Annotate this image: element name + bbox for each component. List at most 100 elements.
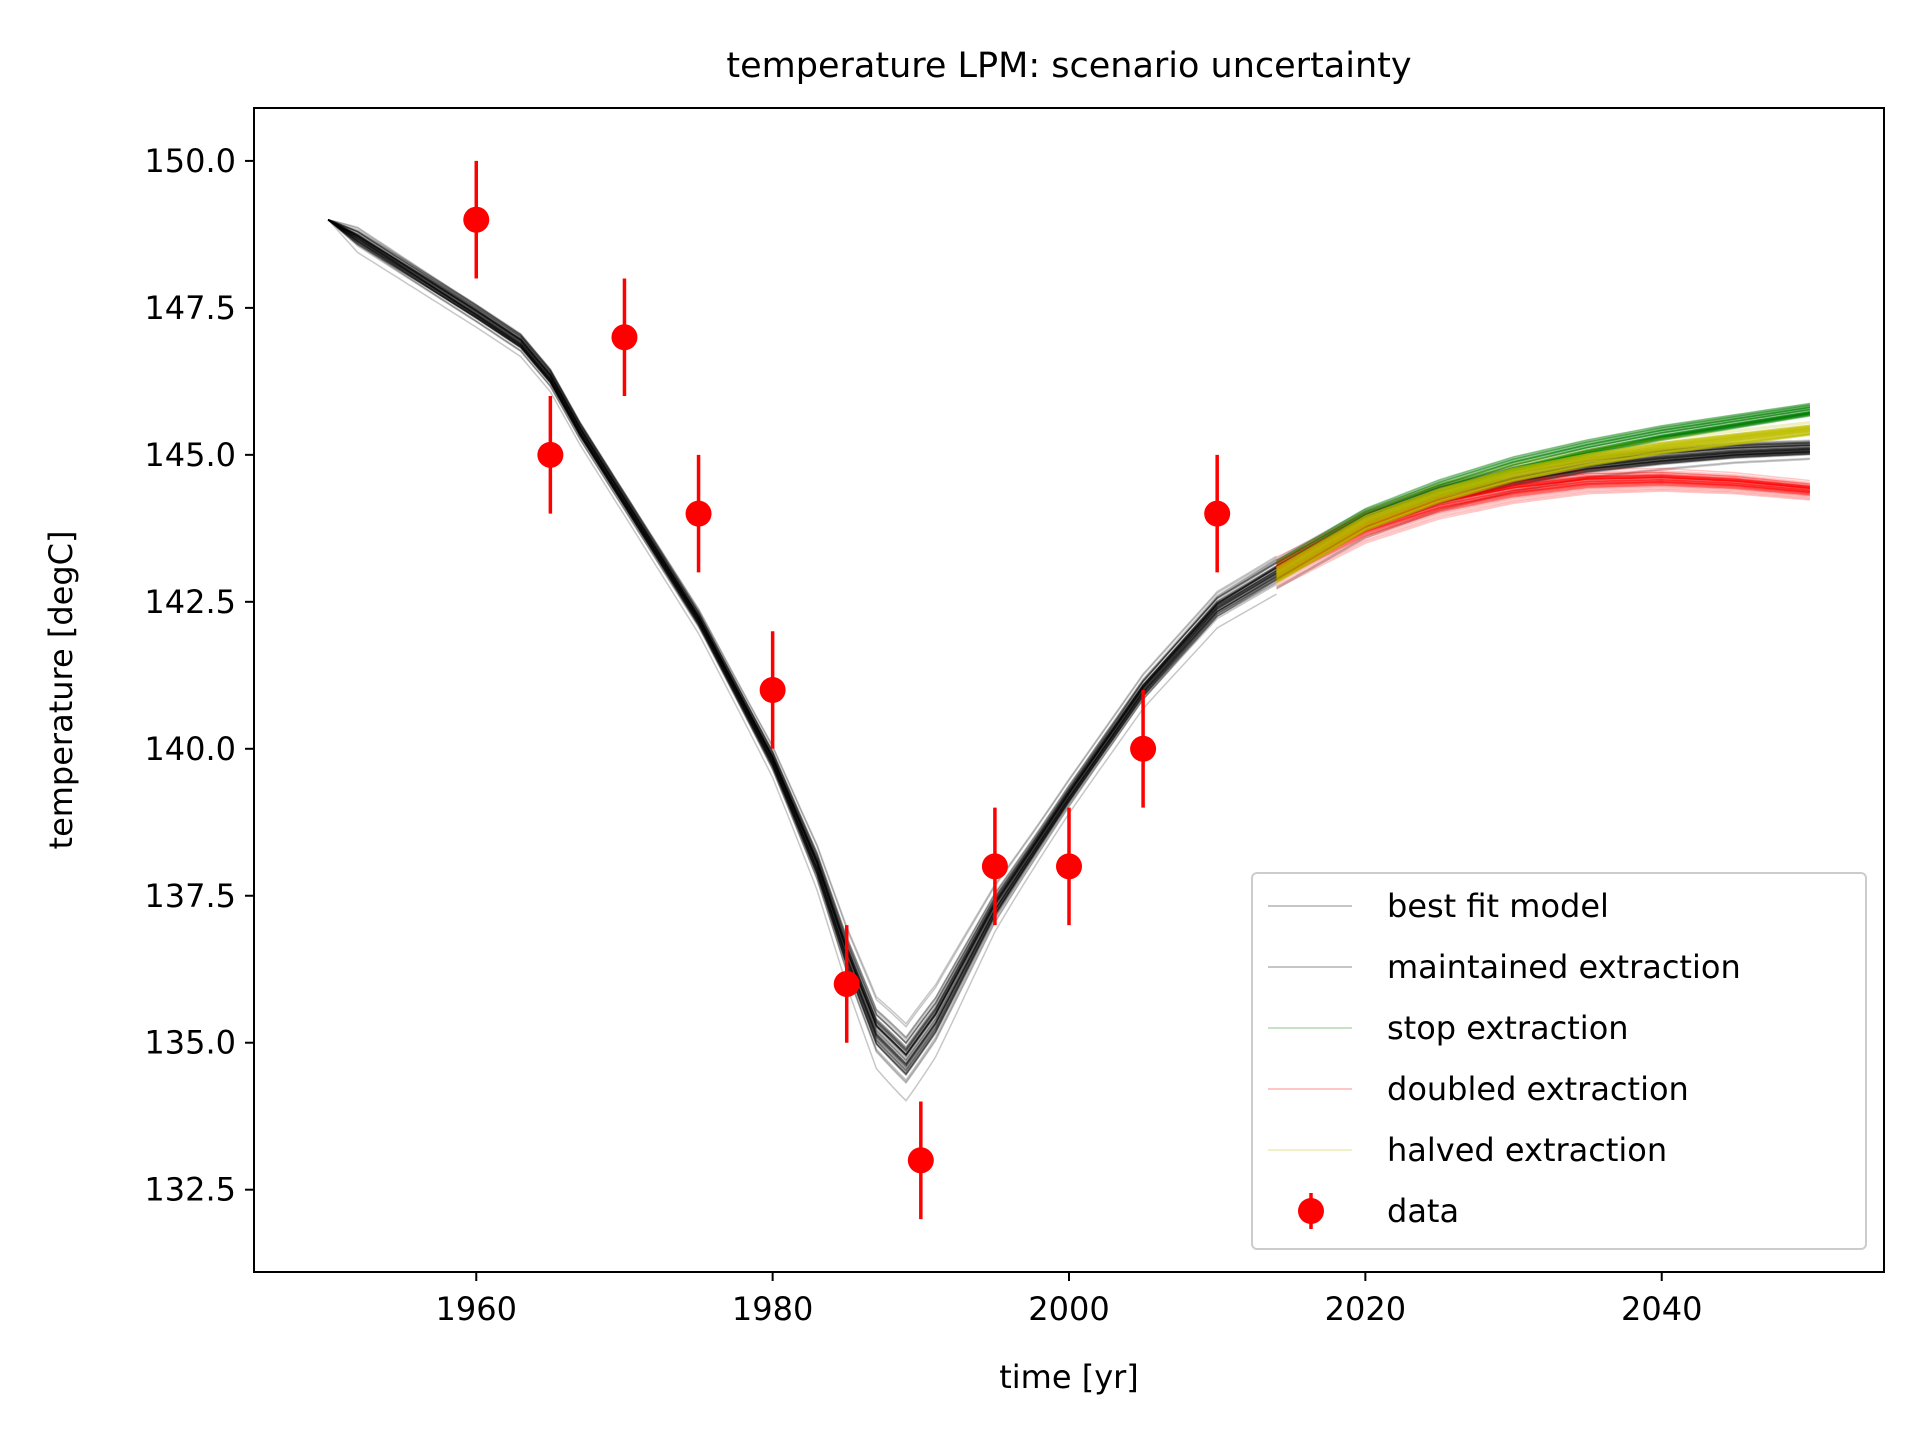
ensemble-line-halved-extraction (1276, 430, 1810, 578)
ensemble-line-halved-extraction (1276, 426, 1810, 571)
ensemble-line-doubled-extraction (1276, 482, 1810, 579)
ensemble-line-halved-extraction (1276, 426, 1810, 572)
ensemble-line-maintained-extraction (1276, 445, 1810, 570)
data-point (833, 970, 860, 997)
ensemble-line-halved-extraction (1276, 432, 1810, 581)
ensemble-line-halved-extraction (1276, 425, 1810, 571)
ensemble-line-halved-extraction (1276, 424, 1810, 569)
ensemble-line-best-fit-model (327, 219, 1277, 1082)
ensemble-line-stop-extraction (1276, 406, 1811, 568)
ensemble-line-stop-extraction (1276, 412, 1811, 577)
ensemble-line-maintained-extraction (1276, 449, 1810, 575)
ensemble-line-maintained-extraction (1276, 446, 1810, 571)
ensemble-line-halved-extraction (1276, 426, 1810, 572)
ensemble-line-halved-extraction (1276, 429, 1810, 576)
ensemble-line-stop-extraction (1276, 412, 1811, 578)
y-tick-label: 145.0 (144, 436, 236, 474)
ensemble-line-maintained-extraction (1276, 450, 1810, 578)
y-tick-label: 140.0 (144, 730, 236, 768)
ensemble-line-maintained-extraction (1276, 453, 1810, 582)
ensemble-line-maintained-extraction (1276, 444, 1810, 567)
ensemble-line-doubled-extraction (1276, 490, 1810, 589)
ensemble-line-maintained-extraction (1276, 444, 1810, 567)
y-tick-label: 132.5 (144, 1171, 236, 1209)
ensemble-line-doubled-extraction (1276, 475, 1810, 569)
ensemble-line-halved-extraction (1276, 425, 1810, 570)
ensemble-line-stop-extraction (1276, 411, 1811, 576)
ensemble-line-halved-extraction (1276, 426, 1810, 571)
ensemble-line-maintained-extraction (1276, 448, 1810, 573)
ensemble-line-doubled-extraction (1276, 481, 1810, 578)
ensemble-line-best-fit-model (327, 219, 1277, 1083)
ensemble-line-halved-extraction (1276, 427, 1810, 573)
ensemble-line-doubled-extraction (1276, 476, 1810, 571)
ensemble-line-maintained-extraction (1276, 450, 1810, 577)
ensemble-line-maintained-extraction (1276, 444, 1810, 568)
legend-label: stop extraction (1387, 1009, 1629, 1047)
ensemble-line-doubled-extraction (1276, 485, 1810, 583)
ensemble-line-maintained-extraction (1276, 451, 1810, 580)
ensemble-line-stop-extraction (1276, 407, 1811, 570)
ensemble-line-maintained-extraction (1276, 448, 1810, 575)
ensemble-line-best-fit-model (327, 219, 1277, 1045)
ensemble-line-maintained-extraction (1276, 448, 1810, 574)
ensemble-line-best-fit-model (327, 219, 1277, 1054)
ensemble-line-stop-extraction (1276, 412, 1811, 577)
ensemble-line-stop-extraction (1276, 408, 1811, 572)
ensemble-line-doubled-extraction (1276, 476, 1810, 570)
ensemble-line-stop-extraction (1276, 411, 1811, 576)
ensemble-line-best-fit-model (327, 219, 1277, 1067)
ensemble-line-maintained-extraction (1276, 448, 1810, 574)
ensemble-line-best-fit-model (327, 219, 1277, 1051)
ensemble-line-stop-extraction (1276, 411, 1811, 577)
ensemble-line-best-fit-model (327, 219, 1277, 1075)
ensemble-line-doubled-extraction (1276, 476, 1810, 570)
ensemble-line-maintained-extraction (1276, 454, 1810, 583)
legend-label: halved extraction (1387, 1131, 1667, 1169)
ensemble-line-best-fit-model (327, 219, 1277, 1076)
x-tick-label: 2000 (1028, 1290, 1109, 1328)
ensemble-line-stop-extraction (1276, 408, 1811, 572)
ensemble-line-maintained-extraction (1276, 442, 1810, 565)
ensemble-line-maintained-extraction (1276, 451, 1810, 578)
ensemble-line-stop-extraction (1276, 413, 1811, 579)
ensemble-line-halved-extraction (1276, 422, 1810, 565)
ensemble-line-best-fit-model (327, 219, 1277, 1076)
ensemble-line-best-fit-model (327, 219, 1277, 1056)
ensemble-line-halved-extraction (1276, 429, 1810, 576)
ensemble-line-halved-extraction (1276, 434, 1810, 584)
ensemble-line-stop-extraction (1276, 406, 1811, 568)
ensemble-line-best-fit-model (327, 219, 1277, 1045)
ensemble-line-best-fit-model (327, 219, 1277, 1066)
ensemble-line-halved-extraction (1276, 428, 1810, 575)
ensemble-line-maintained-extraction (1276, 442, 1810, 565)
ensemble-line-halved-extraction (1276, 433, 1811, 584)
ensemble-line-doubled-extraction (1276, 478, 1810, 573)
ensemble-line-stop-extraction (1276, 413, 1811, 580)
ensemble-line-halved-extraction (1276, 433, 1810, 582)
ensemble-line-doubled-extraction (1276, 484, 1810, 582)
ensemble-line-stop-extraction (1276, 414, 1811, 580)
ensemble-line-stop-extraction (1276, 411, 1811, 575)
ensemble-line-stop-extraction (1276, 408, 1811, 572)
ensemble-line-stop-extraction (1276, 412, 1811, 577)
ensemble-line-doubled-extraction (1276, 482, 1810, 579)
ensemble-line-stop-extraction (1276, 408, 1811, 571)
ensemble-line-halved-extraction (1276, 424, 1810, 569)
ensemble-line-doubled-extraction (1276, 481, 1810, 577)
ensemble-line-doubled-extraction (1276, 480, 1810, 576)
ensemble-line-maintained-extraction (1276, 451, 1810, 579)
ensemble-line-best-fit-model (327, 219, 1277, 1052)
ensemble-line-halved-extraction (1276, 431, 1810, 580)
ensemble-line-best-fit-model (327, 219, 1277, 1067)
ensemble-line-maintained-extraction (1276, 450, 1810, 578)
ensemble-line-best-fit-model (327, 219, 1277, 1056)
ensemble-line-doubled-extraction (1276, 483, 1810, 580)
ensemble-line-stop-extraction (1276, 408, 1811, 572)
ensemble-line-stop-extraction (1276, 413, 1811, 579)
legend-label: best fit model (1387, 887, 1609, 925)
ensemble-line-stop-extraction (1276, 404, 1811, 565)
ensemble-line-stop-extraction (1276, 412, 1811, 578)
ensemble-line-maintained-extraction (1276, 441, 1810, 563)
ensemble-line-maintained-extraction (1276, 447, 1810, 573)
